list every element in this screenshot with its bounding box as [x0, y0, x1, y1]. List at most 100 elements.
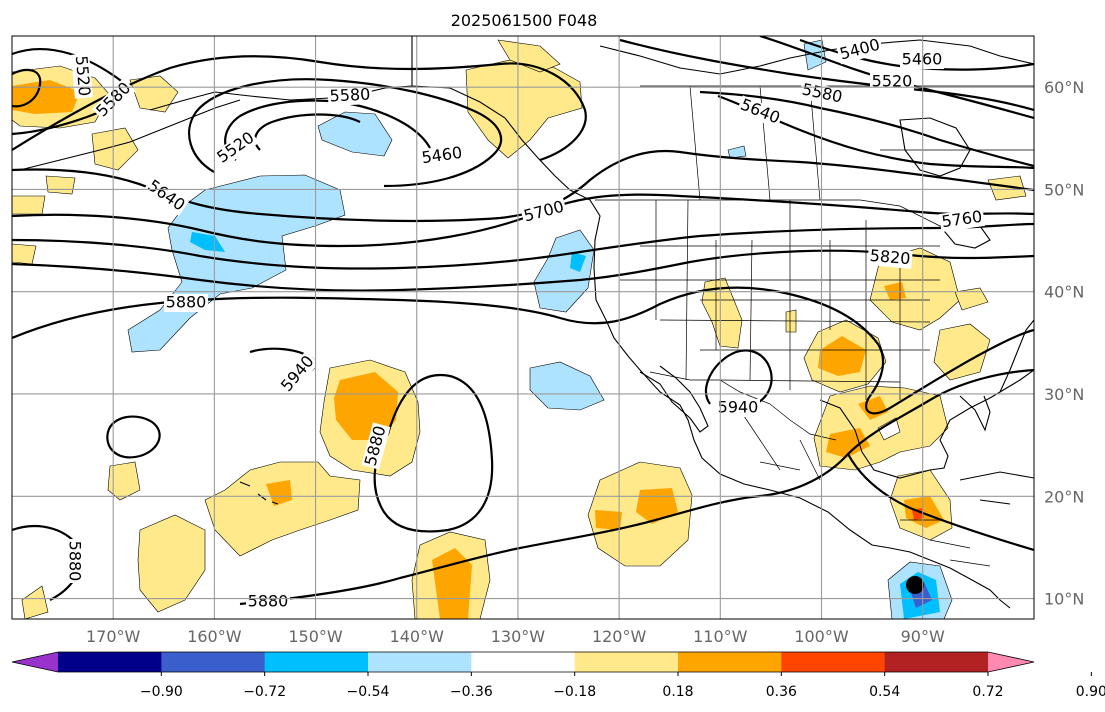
- lon-tick-label: 130°W: [491, 627, 546, 646]
- contour-label-halo: [276, 351, 320, 397]
- yellow-fill-165w-55n: [91, 127, 139, 171]
- contour-label: 5880: [66, 541, 85, 582]
- colorbar-tick-label: −0.54: [347, 684, 390, 700]
- us-mexico-border: [649, 371, 837, 441]
- colorbar-segment: [781, 652, 886, 672]
- contour-label: 5460: [902, 50, 943, 69]
- contour-label-halo: [164, 294, 208, 312]
- colorbar: −0.90 −0.72 −0.54 −0.36 −0.18 0.18 0.36 0.54 0.7…: [11, 651, 1105, 700]
- medium-blue-fill-central-pacific: [190, 232, 225, 252]
- contour-label-halo: [361, 422, 391, 470]
- yellow-fill-175w-22n: [107, 461, 141, 501]
- blue-fill-offshore-baja: [529, 361, 605, 411]
- yellow-fill-southeast-us: [933, 323, 991, 381]
- contour-label: 5880: [248, 592, 289, 611]
- us-canada-border: [595, 199, 941, 227]
- colorbar-tick-label: 0.36: [766, 684, 797, 700]
- contour-5520-central: [188, 78, 503, 188]
- colorbar-tick-label: −0.18: [553, 684, 596, 700]
- white-hole-texas-gulf: [877, 417, 901, 441]
- lon-tick-label: 160°W: [187, 627, 242, 646]
- contour-label-halo: [736, 95, 784, 129]
- colorbar-tick-label: −0.36: [450, 684, 493, 700]
- yellow-fill-quebec: [987, 175, 1027, 201]
- colorbar-segment: [471, 652, 576, 672]
- lat-tick-label: 40°N: [1044, 283, 1084, 302]
- contour-label-halo: [870, 73, 914, 91]
- yellow-fill-great-lakes: [954, 287, 989, 311]
- lon-tick-label: 140°W: [390, 627, 445, 646]
- lat-tick-label: 10°N: [1044, 590, 1084, 609]
- colorbar-segment: [678, 652, 782, 672]
- contour-5940-southwest-us: [704, 349, 773, 405]
- map-frame: [11, 35, 1035, 620]
- contour-label-halo: [92, 78, 136, 122]
- lon-tick-label: 120°W: [592, 627, 647, 646]
- contour-label-halo: [212, 128, 260, 168]
- coastline-atlantic: [999, 319, 1034, 393]
- yellow-fill-hawaii-region: [204, 461, 361, 557]
- contour-label: 5520: [872, 72, 913, 91]
- orange-fill-texas-gulf: [826, 396, 888, 458]
- coastline-hawaii: [239, 481, 279, 505]
- yellow-fill-south-of-hawaii: [137, 514, 206, 613]
- coastline-gulf-of-mexico: [819, 369, 1034, 479]
- contour-label-halo: [900, 51, 944, 69]
- central-america-borders: [900, 519, 991, 567]
- contour-label-halo: [418, 144, 466, 168]
- shaded-fields: [12, 39, 1027, 619]
- contour-label-halo: [327, 85, 373, 107]
- contour-label-halo: [867, 247, 913, 269]
- yellow-fill-178w-44n: [12, 243, 37, 265]
- colorbar-tick-label: 0.54: [869, 684, 900, 700]
- contour-label: 5880: [166, 293, 207, 312]
- contour-5880-main: [12, 286, 1034, 415]
- yellow-fill-midwest: [869, 247, 961, 331]
- contour-5460: [224, 99, 431, 161]
- colorbar-tick-label: 0.18: [662, 684, 693, 700]
- orange-fill-hawaii-region: [266, 480, 292, 506]
- coastline-florida: [959, 395, 991, 432]
- yellow-fill-northwest-north-america: [497, 39, 561, 73]
- colorbar-extend-low: [12, 652, 58, 672]
- colorbar-tick-label: −0.72: [243, 684, 286, 700]
- latitude-tick-labels: 10°N 20°N 30°N 40°N 50°N 60°N: [1044, 78, 1084, 608]
- contour-label-halo: [246, 593, 290, 611]
- contour-label-halo: [65, 539, 83, 583]
- colorbar-segment: [264, 652, 369, 672]
- contour-label-halo: [142, 176, 190, 216]
- contour-label-halo: [938, 208, 986, 232]
- yellow-fill-160w-60n: [129, 75, 179, 113]
- longitude-tick-labels: 170°W 160°W 150°W 140°W 130°W 120°W 110°W 100°W…: [86, 627, 945, 646]
- colorbar-segment: [161, 652, 266, 672]
- contour-small-loop-west: [106, 415, 161, 459]
- yellow-fill-170w-50n: [45, 175, 76, 195]
- yellow-fill-178w-48n: [12, 195, 46, 215]
- orange-fill-138w-10n: [432, 548, 472, 619]
- canada-provinces: [640, 85, 1034, 201]
- contour-5460-northeast: [619, 38, 1034, 112]
- coastline-hudson-bay: [899, 117, 971, 177]
- colorbar-tick-label: 0.90: [1076, 684, 1105, 700]
- contour-label-halo: [716, 399, 760, 417]
- contour-central-america: [847, 453, 1034, 552]
- orange-fill-far-west: [12, 80, 80, 114]
- lat-tick-label: 50°N: [1044, 180, 1084, 199]
- colorbar-segment: [884, 652, 989, 672]
- lat-tick-label: 20°N: [1044, 487, 1084, 506]
- contour-5580-northeast: [699, 90, 1034, 168]
- orange-fill-southern-plains: [818, 336, 866, 376]
- contour-label: 5820: [869, 246, 911, 268]
- blue-fill-saskatchewan: [727, 145, 747, 159]
- lat-tick-label: 60°N: [1044, 78, 1084, 97]
- coastline-baja: [639, 365, 709, 433]
- coastlines-and-borders: [19, 36, 1034, 609]
- colorbar-tick-label: −0.90: [140, 684, 183, 700]
- lon-tick-label: 150°W: [288, 627, 343, 646]
- black-dot-east-pacific-low: [906, 576, 924, 594]
- contour-5520-far-west: [12, 68, 42, 108]
- contour-label-halo: [836, 36, 884, 65]
- coastline-caribbean: [959, 471, 1034, 505]
